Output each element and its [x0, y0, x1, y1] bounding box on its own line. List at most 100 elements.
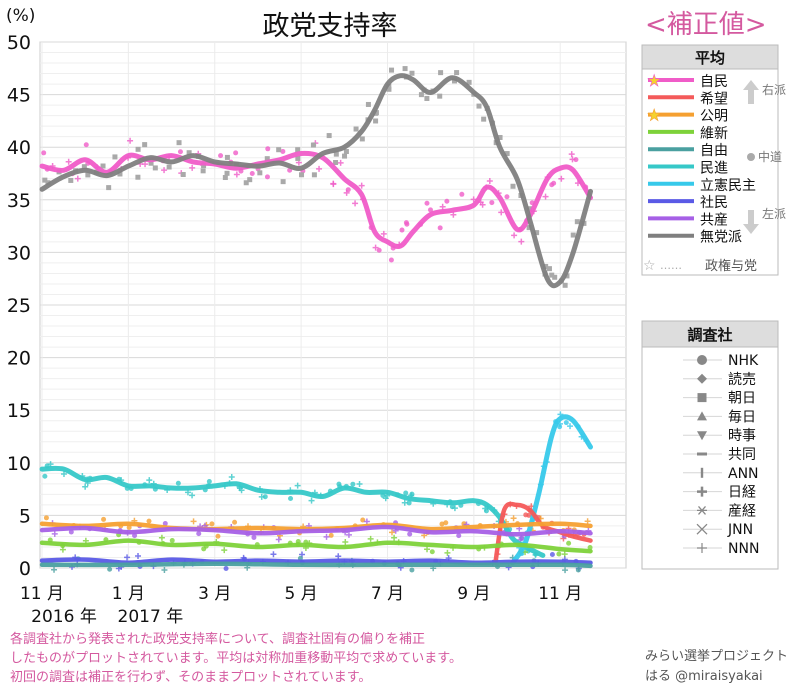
- year-label: 2016 年: [31, 607, 97, 627]
- poll-point: [175, 480, 181, 486]
- pollster-label: NHK: [728, 353, 759, 369]
- legend-average-title: 平均: [695, 49, 725, 67]
- poll-point: [497, 134, 503, 140]
- ruling-star-icon: ★: [647, 106, 661, 125]
- legend-item-label: 維新: [700, 126, 728, 142]
- series-line-3: [510, 414, 593, 566]
- poll-point: [161, 167, 168, 174]
- poll-point: [100, 163, 106, 169]
- poll-point: [209, 521, 215, 527]
- legend-item-label: 社民: [700, 195, 728, 211]
- ruling-note: ☆ …… 政権与党: [643, 258, 757, 274]
- poll-point: [186, 150, 192, 156]
- poll-point: [126, 524, 132, 530]
- poll-point: [402, 66, 408, 72]
- poll-point: [262, 494, 268, 500]
- right-arrow-icon: [743, 80, 759, 104]
- y-tick-label: 30: [7, 242, 31, 264]
- poll-point: [60, 470, 67, 477]
- poll-point: [527, 206, 533, 212]
- poll-point: [504, 194, 510, 200]
- pollster-label: 時事: [728, 428, 756, 444]
- poll-point: [342, 153, 348, 159]
- x-tick-label: 11 月: [20, 584, 64, 604]
- poll-point: [570, 232, 576, 238]
- poll-point: [403, 490, 409, 496]
- y-tick-label: 20: [7, 348, 31, 370]
- pollster-label: 日経: [728, 485, 756, 501]
- left-arrow-icon: [743, 210, 759, 234]
- poll-point: [549, 272, 555, 278]
- series-line-7: [39, 538, 593, 554]
- bar-icon: [700, 467, 704, 478]
- poll-point: [542, 193, 549, 200]
- y-tick-label: 50: [7, 32, 31, 54]
- footnote: 各調査社から発表された政党支持率について、調査社固有の偏りを補正 したものがプロ…: [10, 632, 463, 685]
- poll-point: [373, 110, 379, 116]
- poll-point: [543, 263, 549, 269]
- y-tick-label: 15: [7, 400, 31, 422]
- legend-item-label: 民進: [700, 161, 728, 177]
- poll-point: [409, 567, 415, 573]
- poll-point: [575, 567, 581, 573]
- series-line-6: [39, 524, 593, 537]
- poll-point: [196, 531, 202, 537]
- diamond-icon: [697, 373, 707, 384]
- poll-point: [101, 516, 107, 522]
- poll-point: [556, 551, 562, 557]
- pollster-label: NNN: [728, 541, 759, 557]
- series-line-2: [39, 465, 546, 558]
- poll-point: [343, 149, 349, 155]
- poll-point: [328, 532, 334, 538]
- poll-point: [418, 92, 424, 98]
- poll-point: [388, 257, 394, 263]
- poll-point: [526, 225, 532, 231]
- poll-point: [222, 175, 228, 181]
- poll-point: [311, 172, 317, 178]
- poll-point: [330, 180, 337, 187]
- poll-point: [180, 172, 186, 178]
- x-tick-label: 7 月: [371, 584, 404, 604]
- poll-point: [333, 151, 339, 157]
- poll-point: [189, 164, 196, 171]
- poll-point: [223, 565, 229, 571]
- poll-point: [343, 189, 350, 196]
- y-tick-label: 40: [7, 137, 31, 159]
- poll-point: [43, 515, 49, 521]
- poll-point: [228, 474, 235, 481]
- legend-item-label: 希望: [700, 91, 728, 107]
- poll-point: [85, 172, 91, 178]
- poll-point: [265, 146, 271, 152]
- poll-point: [232, 519, 238, 525]
- legend-item-label: 立憲民主: [700, 177, 756, 194]
- poll-point: [358, 182, 365, 189]
- poll-point: [511, 232, 518, 239]
- poll-point: [450, 211, 457, 218]
- pollster-label: 朝日: [728, 391, 756, 407]
- poll-point: [519, 535, 525, 541]
- y-tick-label: 10: [7, 453, 31, 475]
- y-tick-label: 45: [7, 85, 31, 107]
- poll-point: [142, 142, 148, 148]
- poll-point: [201, 546, 207, 552]
- poll-point: [389, 67, 395, 73]
- poll-point: [310, 142, 316, 148]
- poll-point: [563, 420, 569, 426]
- poll-point: [373, 118, 379, 124]
- poll-point: [124, 554, 131, 561]
- square-icon: [697, 393, 707, 403]
- poll-point: [276, 147, 282, 153]
- poll-point: [299, 172, 305, 178]
- page-title: 政党支持率: [262, 11, 398, 42]
- poll-point: [166, 164, 172, 170]
- ruling-star-icon: ★: [647, 71, 661, 90]
- poll-point: [294, 482, 301, 489]
- series-line-1: [39, 73, 593, 289]
- poll-point: [41, 150, 47, 156]
- poll-point: [169, 537, 175, 543]
- y-tick-label: 25: [7, 295, 31, 317]
- poll-point: [224, 154, 230, 160]
- poll-point: [562, 567, 569, 574]
- poll-point: [68, 177, 74, 183]
- poll-point: [386, 86, 392, 92]
